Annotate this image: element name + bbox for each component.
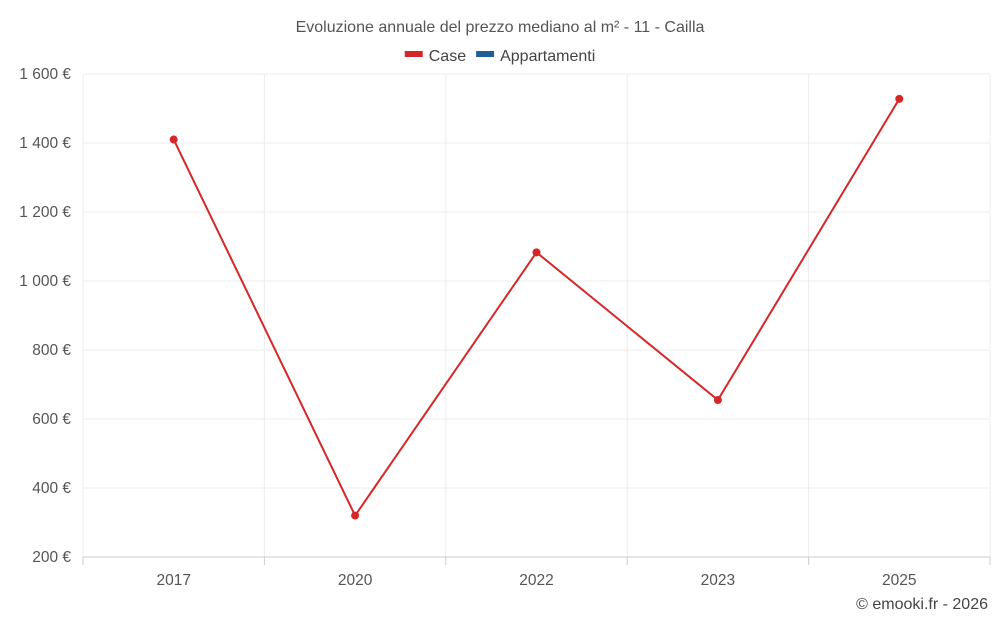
- data-point[interactable]: [532, 248, 541, 257]
- y-tick-label: 1 400 €: [19, 135, 71, 152]
- legend[interactable]: Case Appartamenti: [404, 48, 596, 65]
- legend-label: Appartamenti: [500, 48, 595, 65]
- legend-swatch: [476, 51, 495, 57]
- x-tick-label: 2025: [882, 572, 916, 589]
- y-tick-label: 600 €: [32, 411, 71, 428]
- chart-title: Evoluzione annuale del prezzo mediano al…: [296, 19, 705, 36]
- y-axis: 200 € 400 € 600 € 800 € 1 000 € 1 200 € 1 400 …: [19, 66, 71, 566]
- series-layer: [169, 94, 904, 520]
- data-point[interactable]: [713, 396, 722, 405]
- y-tick-label: 400 €: [32, 480, 71, 497]
- y-tick-label: 200 €: [32, 549, 71, 566]
- legend-item-case[interactable]: Case: [404, 48, 466, 65]
- x-axis: 2017 2020 2022 2023 2025: [82, 556, 991, 589]
- data-point[interactable]: [169, 135, 178, 144]
- grid: [82, 73, 991, 557]
- legend-swatch: [404, 51, 423, 57]
- legend-item-appartamenti[interactable]: Appartamenti: [476, 48, 595, 65]
- y-tick-label: 1 000 €: [19, 273, 71, 290]
- credit-text: © emooki.fr - 2026: [856, 596, 988, 613]
- x-tick-label: 2022: [519, 572, 553, 589]
- y-tick-label: 800 €: [32, 342, 71, 359]
- data-point[interactable]: [895, 94, 904, 103]
- y-tick-label: 1 200 €: [19, 204, 71, 221]
- data-point[interactable]: [351, 511, 360, 520]
- series-line-case: [172, 98, 901, 518]
- legend-label: Case: [429, 48, 466, 65]
- x-tick-label: 2017: [156, 572, 190, 589]
- x-tick-label: 2023: [701, 572, 735, 589]
- y-tick-label: 1 600 €: [19, 66, 71, 83]
- x-tick-label: 2020: [338, 572, 373, 589]
